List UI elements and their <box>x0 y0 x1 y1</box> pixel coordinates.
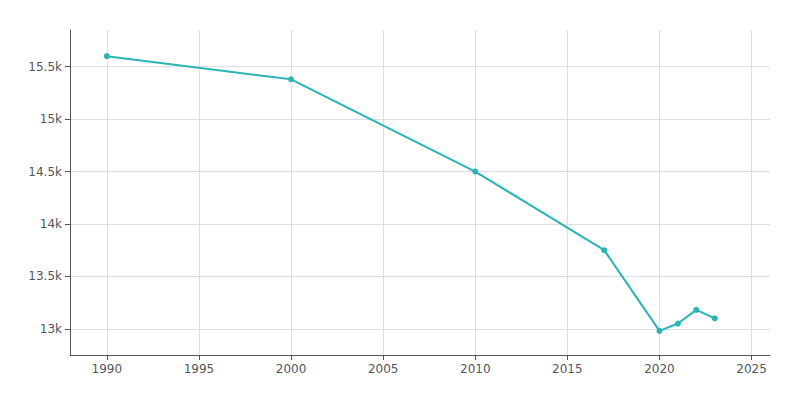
svg-text:1990: 1990 <box>92 362 123 376</box>
svg-text:2025: 2025 <box>736 362 767 376</box>
svg-text:2010: 2010 <box>460 362 491 376</box>
svg-text:15.5k: 15.5k <box>28 60 62 74</box>
svg-text:14.5k: 14.5k <box>28 165 62 179</box>
svg-text:13.5k: 13.5k <box>28 269 62 283</box>
svg-text:14k: 14k <box>40 217 62 231</box>
svg-text:13k: 13k <box>40 322 62 336</box>
svg-text:2020: 2020 <box>644 362 675 376</box>
svg-text:1995: 1995 <box>184 362 215 376</box>
svg-text:2005: 2005 <box>368 362 399 376</box>
svg-text:15k: 15k <box>40 112 62 126</box>
svg-text:2000: 2000 <box>276 362 307 376</box>
svg-text:2015: 2015 <box>552 362 583 376</box>
